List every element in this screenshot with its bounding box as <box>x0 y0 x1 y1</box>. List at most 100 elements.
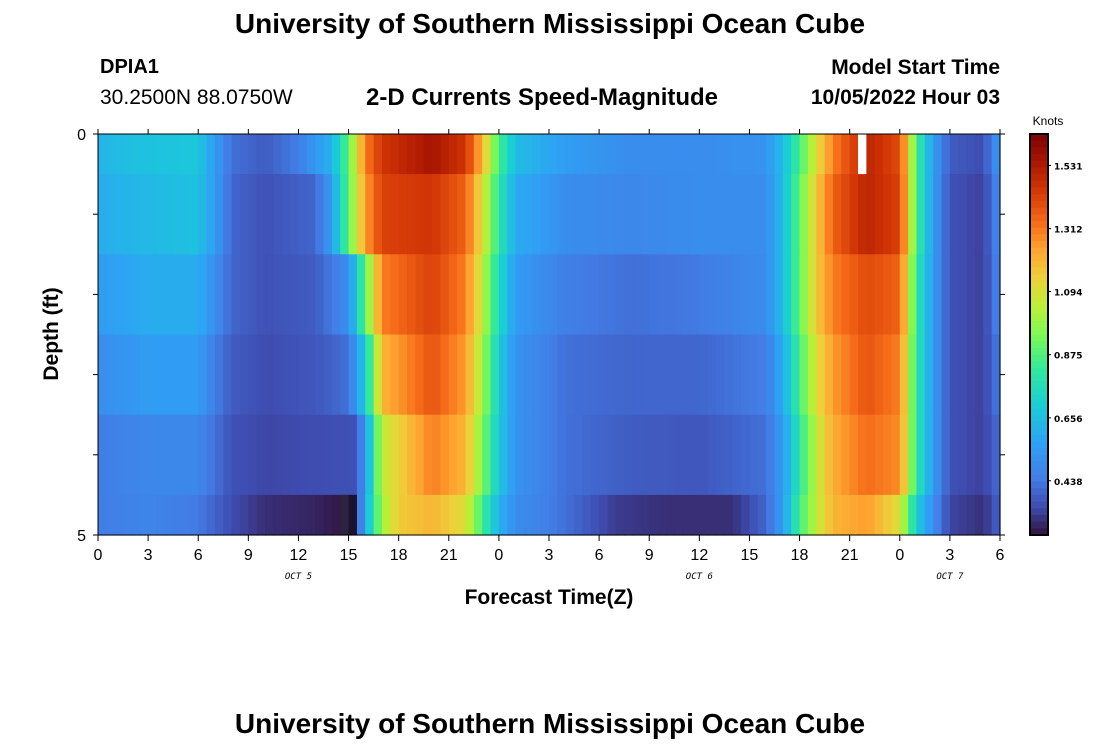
heatmap-cell <box>123 254 133 336</box>
colorbar-segment <box>1030 454 1048 463</box>
heatmap-cell <box>265 254 274 336</box>
heatmap-cell <box>849 494 859 536</box>
heatmap-cell <box>139 494 149 536</box>
heatmap-cell <box>782 174 792 255</box>
colorbar-segment <box>1030 294 1048 302</box>
colorbar-segment <box>1030 468 1048 476</box>
heatmap-cell <box>974 174 984 255</box>
heatmap-cell <box>549 414 558 496</box>
heatmap-cell <box>599 134 609 175</box>
heatmap-cell <box>248 134 258 175</box>
heatmap-cell <box>523 334 533 416</box>
heatmap-cell <box>540 414 550 496</box>
x-axis-label: Forecast Time(Z) <box>465 586 634 609</box>
heatmap-cell <box>148 134 158 175</box>
heatmap-cell <box>231 494 241 536</box>
heatmap-cell <box>239 134 249 175</box>
heatmap-cell <box>757 174 767 255</box>
heatmap-cell <box>690 174 700 255</box>
heatmap-cell <box>323 174 333 255</box>
heatmap-cell <box>582 414 592 496</box>
heatmap-cell <box>599 174 609 255</box>
heatmap-cell <box>908 494 918 536</box>
heatmap-cell <box>281 134 291 175</box>
heatmap-cell <box>331 174 341 255</box>
heatmap-cell <box>256 334 266 416</box>
heatmap-cell <box>791 334 801 416</box>
heatmap-cell <box>883 334 893 416</box>
heatmap-cell <box>423 494 433 536</box>
colorbar-segment <box>1030 414 1048 422</box>
heatmap-cell <box>807 254 817 336</box>
heatmap-cell <box>189 334 199 416</box>
heatmap-cell <box>590 174 600 255</box>
heatmap-cell <box>816 174 826 255</box>
heatmap-cell <box>248 254 258 336</box>
heatmap-cell <box>899 254 909 336</box>
heatmap-cell <box>674 134 684 175</box>
heatmap-cell <box>448 414 458 496</box>
heatmap-cell <box>699 174 709 255</box>
colorbar-unit: Knots <box>1033 114 1064 128</box>
heatmap-cell <box>139 414 149 496</box>
heatmap-cell <box>323 414 333 496</box>
heatmap-cell <box>423 254 433 336</box>
heatmap-cell <box>924 134 934 175</box>
heatmap-cell <box>557 174 567 255</box>
heatmap-cell <box>649 134 659 175</box>
heatmap-cell <box>348 174 358 255</box>
heatmap-cell <box>849 414 859 496</box>
colorbar-segment <box>1030 374 1048 382</box>
x-axis: 0 3 6 9 12 15 18 21 0 3 6 9 12 15 18 21 0 3 6 OCT 5 OCT 6 OCT… <box>94 129 1005 582</box>
heatmap-cell <box>223 174 233 255</box>
heatmap-cell <box>732 174 742 255</box>
colorbar-segment <box>1030 521 1048 529</box>
heatmap-cell <box>891 334 901 416</box>
heatmap-cell <box>465 254 475 336</box>
heatmap-cell <box>665 494 675 536</box>
heatmap-cell <box>265 134 274 175</box>
heatmap-cell <box>933 334 943 416</box>
heatmap-cell <box>457 334 467 416</box>
heatmap-cell <box>189 254 199 336</box>
heatmap-cell <box>206 494 216 536</box>
heatmap-cell <box>649 254 659 336</box>
colorbar-segment <box>1030 240 1048 249</box>
heatmap-cell <box>365 414 375 496</box>
heatmap-cell <box>373 334 383 416</box>
heatmap-cell <box>415 494 425 536</box>
heatmap-cell <box>206 174 216 255</box>
heatmap-cell <box>908 254 918 336</box>
heatmap-cell <box>164 494 174 536</box>
heatmap-cell <box>390 494 400 536</box>
heatmap-cell <box>908 134 918 175</box>
heatmap-cell <box>565 414 575 496</box>
heatmap-cell <box>757 334 767 416</box>
heatmap-cell <box>949 334 959 416</box>
heatmap-cell <box>415 134 425 175</box>
heatmap-cell <box>381 414 391 496</box>
heatmap-cell <box>306 254 316 336</box>
heatmap-cell <box>498 334 508 416</box>
heatmap-cell <box>791 134 801 175</box>
heatmap-cell <box>523 414 533 496</box>
heatmap-cell <box>557 414 567 496</box>
heatmap-cell <box>732 414 742 496</box>
colorbar-segment <box>1030 428 1048 436</box>
heatmap-cell <box>657 414 667 496</box>
heatmap-cell <box>674 334 684 416</box>
heatmap-cell <box>741 414 751 496</box>
heatmap-cell <box>340 414 350 496</box>
heatmap-cell <box>156 334 166 416</box>
heatmap-cell <box>156 174 166 255</box>
heatmap-cell <box>323 334 333 416</box>
heatmap-cell <box>849 334 859 416</box>
heatmap-cell <box>557 254 567 336</box>
heatmap-cell <box>924 494 934 536</box>
heatmap-cell <box>699 254 709 336</box>
heatmap-cell <box>298 494 308 536</box>
heatmap-cell <box>807 174 817 255</box>
heatmap-cell <box>549 134 558 175</box>
heatmap-cell <box>657 254 667 336</box>
